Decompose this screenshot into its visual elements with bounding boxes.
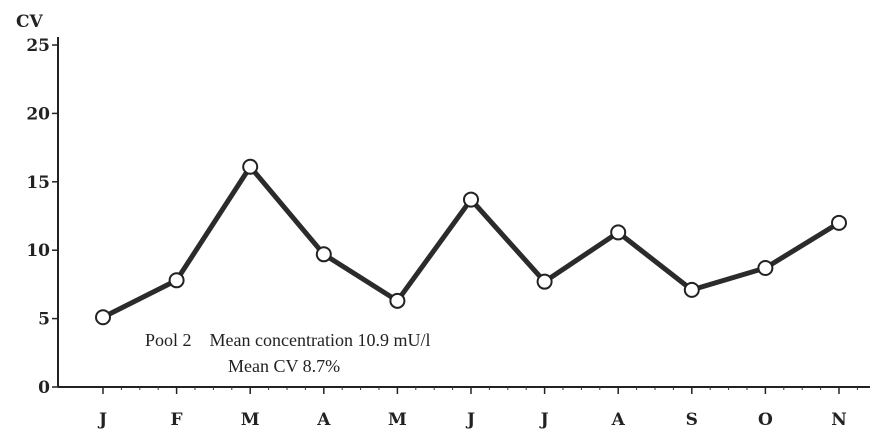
y-axis-label: CV: [16, 12, 44, 32]
axes: [57, 37, 870, 388]
annotation-line-1: Pool 2 Mean concentration 10.9 mU/l: [145, 330, 430, 350]
x-tick-label: M: [241, 410, 260, 430]
data-point: [610, 224, 627, 241]
y-tick-label: 5: [38, 310, 50, 330]
y-tick-label: 15: [26, 173, 50, 193]
x-tick-label: J: [465, 410, 475, 430]
data-point: [315, 246, 332, 263]
y-tick-label: 10: [26, 241, 50, 261]
x-tick-label: S: [686, 410, 698, 430]
data-point: [168, 272, 185, 289]
data-point: [536, 273, 553, 290]
x-tick-label: F: [171, 410, 183, 430]
y-tick-label: 0: [38, 378, 50, 398]
x-tick-label: J: [539, 410, 549, 430]
data-point: [389, 292, 406, 309]
y-ticks: 0 5 10 15 20 25: [26, 36, 58, 398]
series-line: [100, 164, 842, 320]
data-point: [95, 309, 111, 326]
x-tick-label: A: [316, 410, 331, 430]
y-tick-label: 20: [26, 104, 50, 124]
data-point: [463, 191, 479, 208]
y-tick-label: 25: [26, 36, 50, 56]
data-point: [242, 158, 259, 175]
x-tick-label: O: [758, 410, 773, 430]
annotation: Pool 2 Mean concentration 10.9 mU/l Mean…: [145, 330, 430, 376]
data-point: [683, 281, 700, 298]
data-point: [831, 214, 847, 231]
x-tick-label: J: [97, 410, 107, 430]
series: [95, 158, 847, 326]
data-point: [757, 259, 774, 276]
x-tick-label: M: [388, 410, 407, 430]
annotation-line-2: Mean CV 8.7%: [228, 356, 340, 376]
x-tick-label: A: [611, 410, 626, 430]
x-tick-label: N: [831, 410, 847, 430]
